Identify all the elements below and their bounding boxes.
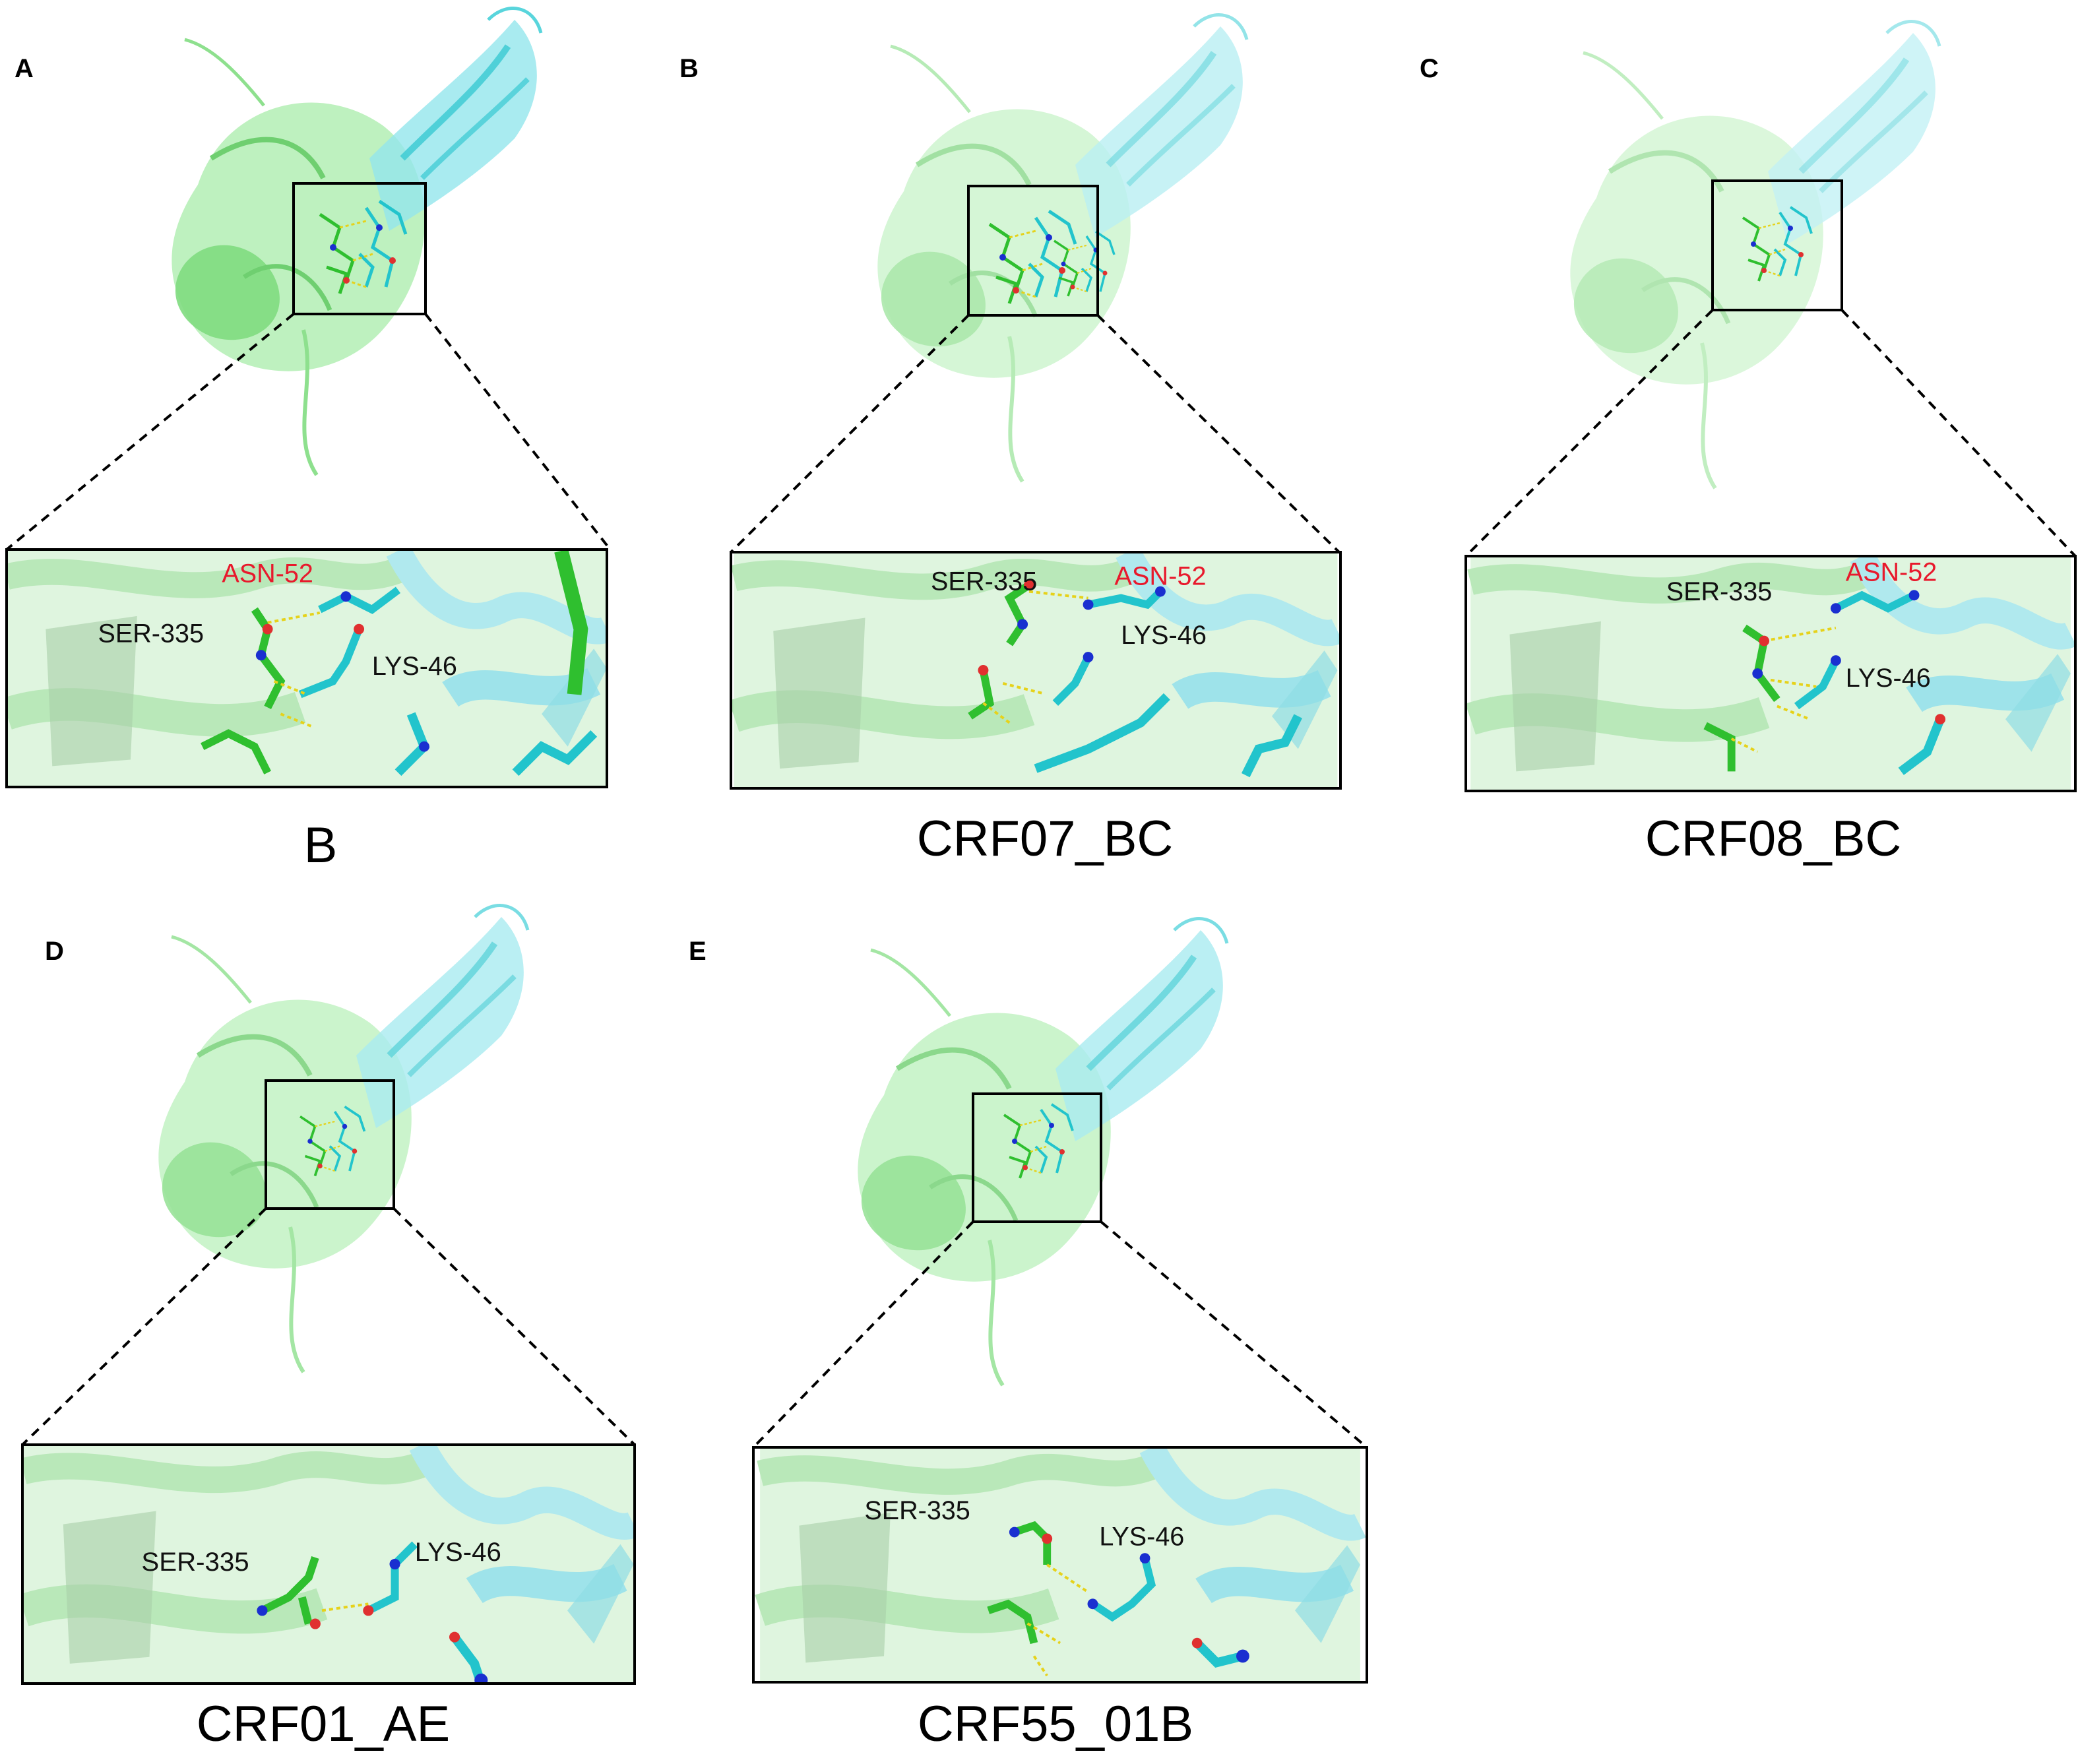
caption-a: B bbox=[303, 817, 338, 873]
panel-c-detail: SER-335 ASN-52 LYS-46 bbox=[1464, 555, 2077, 792]
panel-letter-c: C bbox=[1420, 54, 1439, 83]
caption-d: CRF01_AE bbox=[196, 1696, 451, 1752]
panel-c-label-ser: SER-335 bbox=[1666, 577, 1772, 606]
panel-c-small-box bbox=[1711, 179, 1843, 311]
panel-letter-d: D bbox=[45, 937, 64, 966]
panel-e-detail: SER-335 LYS-46 bbox=[752, 1446, 1368, 1684]
panel-letter-b: B bbox=[679, 54, 699, 83]
panel-a-label-ser: SER-335 bbox=[98, 619, 203, 648]
panel-a-zoom-lines bbox=[5, 313, 612, 551]
panel-d-label-lys: LYS-46 bbox=[415, 1537, 501, 1567]
panel-b-label-ser: SER-335 bbox=[931, 567, 1037, 596]
panel-a-overview bbox=[172, 9, 541, 475]
caption-b: CRF07_BC bbox=[916, 811, 1174, 867]
panel-b-zoom-lines bbox=[730, 314, 1340, 553]
panel-c-overview bbox=[1570, 22, 1939, 488]
panel-c-label-lys: LYS-46 bbox=[1846, 664, 1931, 693]
caption-c: CRF08_BC bbox=[1645, 811, 1902, 867]
caption-e: CRF55_01B bbox=[917, 1696, 1194, 1752]
panel-b-overview bbox=[877, 15, 1247, 482]
panel-e-small-box bbox=[972, 1092, 1102, 1223]
panel-c-label-asn: ASN-52 bbox=[1846, 558, 1937, 587]
panel-letter-a: A bbox=[15, 54, 34, 83]
panel-a-detail: ASN-52 SER-335 LYS-46 bbox=[5, 548, 608, 788]
panel-e-label-ser: SER-335 bbox=[864, 1496, 970, 1525]
panel-d-overview bbox=[158, 906, 528, 1372]
panel-d-small-box bbox=[265, 1079, 395, 1210]
panel-c-zoom-lines bbox=[1464, 309, 2077, 557]
panel-b-label-asn: ASN-52 bbox=[1114, 562, 1206, 591]
panel-b-label-lys: LYS-46 bbox=[1121, 621, 1207, 650]
panel-e-label-lys: LYS-46 bbox=[1099, 1522, 1184, 1551]
panel-b-detail: SER-335 ASN-52 LYS-46 bbox=[730, 551, 1342, 790]
panel-e-zoom-lines bbox=[752, 1220, 1368, 1449]
panel-d-label-ser: SER-335 bbox=[141, 1547, 249, 1577]
panel-a-label-lys: LYS-46 bbox=[372, 652, 457, 681]
panel-a-label-asn: ASN-52 bbox=[222, 559, 313, 588]
panel-b-small-box bbox=[967, 185, 1099, 317]
panel-d-zoom-lines bbox=[21, 1207, 636, 1446]
panel-d-detail: SER-335 LYS-46 bbox=[21, 1443, 636, 1685]
panel-letter-e: E bbox=[689, 937, 707, 966]
panel-a-small-box bbox=[292, 182, 427, 315]
